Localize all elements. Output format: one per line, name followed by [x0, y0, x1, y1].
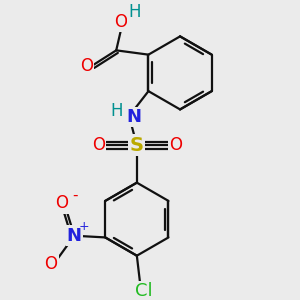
Text: S: S	[130, 136, 144, 155]
Text: N: N	[67, 227, 82, 245]
Text: O: O	[80, 57, 93, 75]
Text: O: O	[55, 194, 68, 212]
Text: -: -	[72, 188, 78, 203]
Text: +: +	[78, 220, 89, 233]
Text: Cl: Cl	[135, 282, 152, 300]
Text: H: H	[110, 102, 122, 120]
Text: H: H	[128, 3, 141, 21]
Text: O: O	[92, 136, 105, 154]
Text: O: O	[114, 13, 127, 31]
Text: N: N	[126, 108, 141, 126]
Text: O: O	[45, 255, 58, 273]
Text: O: O	[169, 136, 182, 154]
